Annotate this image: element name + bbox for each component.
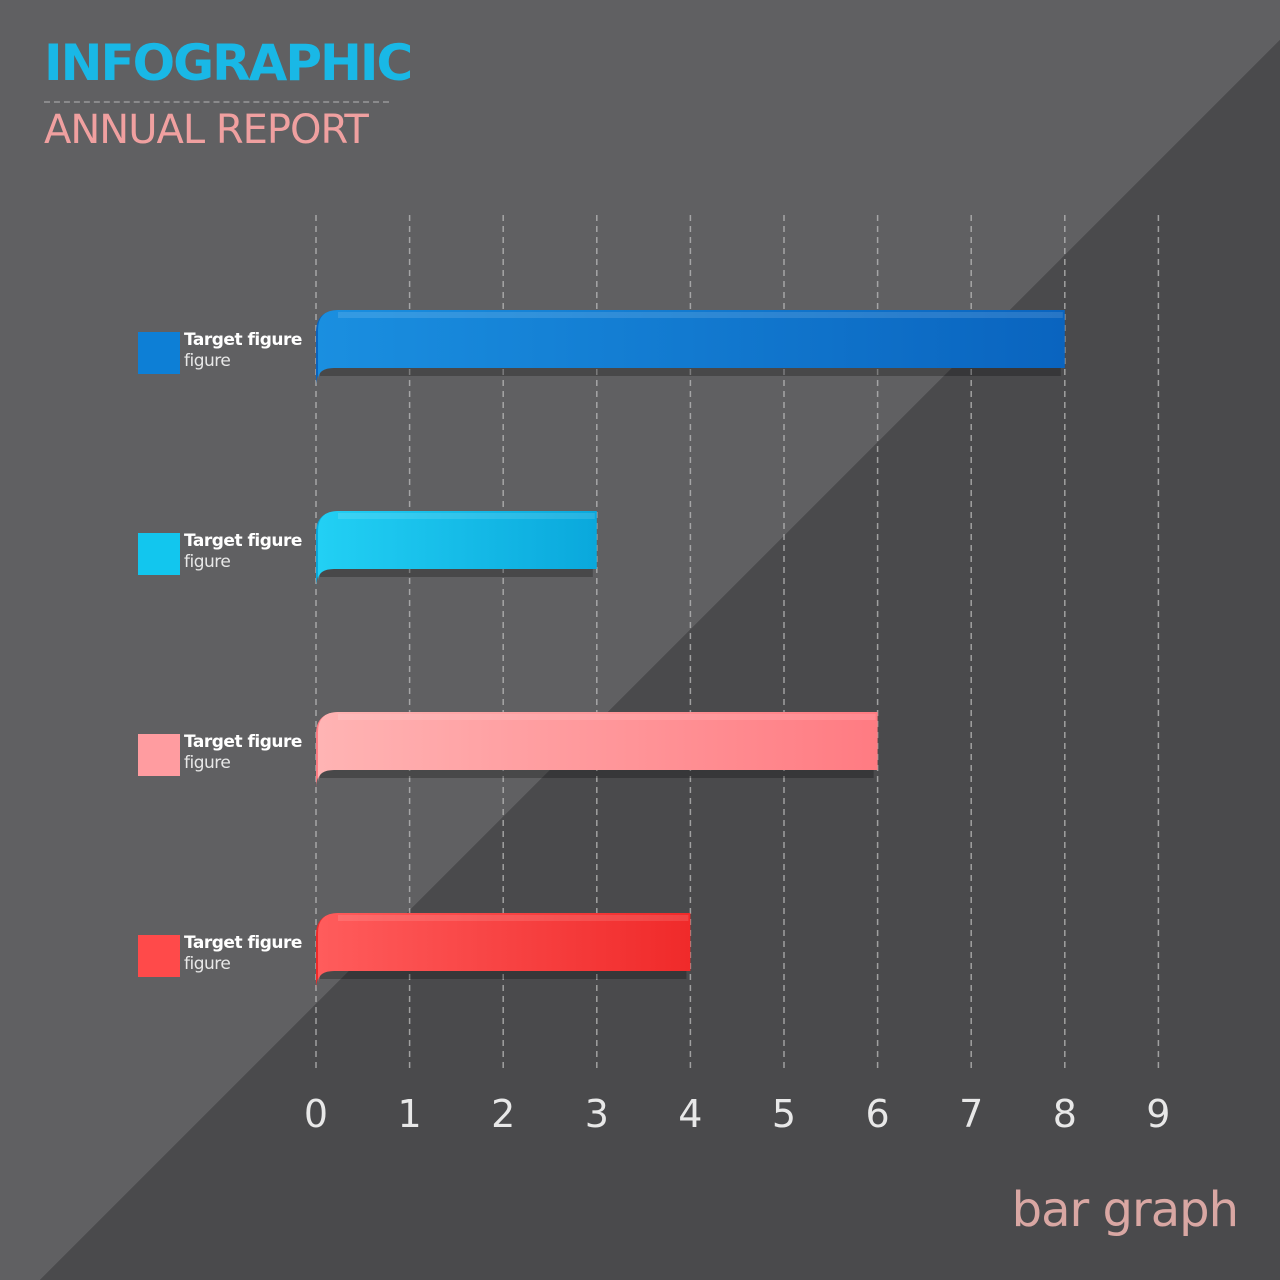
legend-swatch [138,935,180,977]
x-tick-label: 2 [491,1092,515,1136]
infographic-title: INFOGRAPHIC [44,34,413,92]
legend-sublabel: figure [184,954,231,974]
x-tick-label: 7 [959,1092,983,1136]
legend-sublabel: figure [184,351,231,371]
legend-item: Target figure figure [138,732,328,782]
bar [318,511,597,581]
bar [318,913,691,983]
legend-label: Target figure [184,732,302,752]
x-tick-label: 5 [772,1092,796,1136]
x-tick-label: 9 [1146,1092,1170,1136]
legend-label: Target figure [184,330,302,350]
legend-swatch [138,734,180,776]
legend-label: Target figure [184,531,302,551]
legend-sublabel: figure [184,552,231,572]
bar [318,712,878,782]
x-tick-label: 6 [866,1092,890,1136]
bar-highlight [338,714,876,720]
bar [318,310,1065,380]
x-tick-label: 0 [304,1092,328,1136]
x-tick-label: 4 [678,1092,702,1136]
legend-item: Target figure figure [138,531,328,581]
legend-sublabel: figure [184,753,231,773]
legend-swatch [138,533,180,575]
legend-item: Target figure figure [138,330,328,380]
annual-report-subtitle: ANNUAL REPORT [44,107,369,153]
legend-item: Target figure figure [138,933,328,983]
chart-type-label: bar graph [1011,1182,1239,1238]
x-tick-label: 1 [398,1092,422,1136]
x-tick-label: 8 [1053,1092,1077,1136]
bar-highlight [338,513,595,519]
bar-highlight [338,312,1063,318]
legend-label: Target figure [184,933,302,953]
x-tick-label: 3 [585,1092,609,1136]
title-divider [44,101,389,103]
legend-swatch [138,332,180,374]
bar-highlight [338,915,689,921]
